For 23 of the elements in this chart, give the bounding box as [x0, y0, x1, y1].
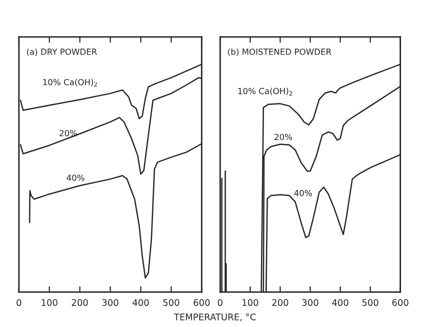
series-label: 40%: [66, 174, 84, 181]
x-tick-label: 400: [132, 299, 149, 306]
x-tick-label: 100: [242, 299, 258, 306]
series-label: 40%: [294, 190, 312, 196]
series-label: 10% Ca(OH)$_{2}$: [238, 88, 292, 96]
x-tick-label: 200: [272, 299, 288, 306]
series-label: 10% Ca(OH)$_{2}$: [43, 78, 97, 87]
series-label: 20%: [274, 134, 292, 140]
x-tick-label: 300: [302, 299, 318, 306]
x-tick-label: 400: [332, 299, 348, 306]
chart-title: (a) DRY POWDER: [26, 48, 97, 56]
x-tick-label: 500: [163, 299, 180, 306]
x-tick-label: 600: [392, 299, 408, 306]
x-tick-label: 0: [16, 299, 22, 306]
x-axis-title: TEMPERATURE, °C: [174, 314, 256, 322]
x-tick-label: 100: [42, 299, 58, 306]
x-tick-label: 0: [218, 299, 222, 306]
x-tick-label: 600: [194, 299, 210, 306]
chart-title: (b) MOISTENED POWDER: [228, 48, 332, 56]
x-tick-label: 300: [102, 299, 118, 306]
x-tick-label: 200: [72, 299, 88, 306]
x-tick-label: 500: [362, 299, 378, 306]
series-label: 20%: [60, 130, 78, 136]
